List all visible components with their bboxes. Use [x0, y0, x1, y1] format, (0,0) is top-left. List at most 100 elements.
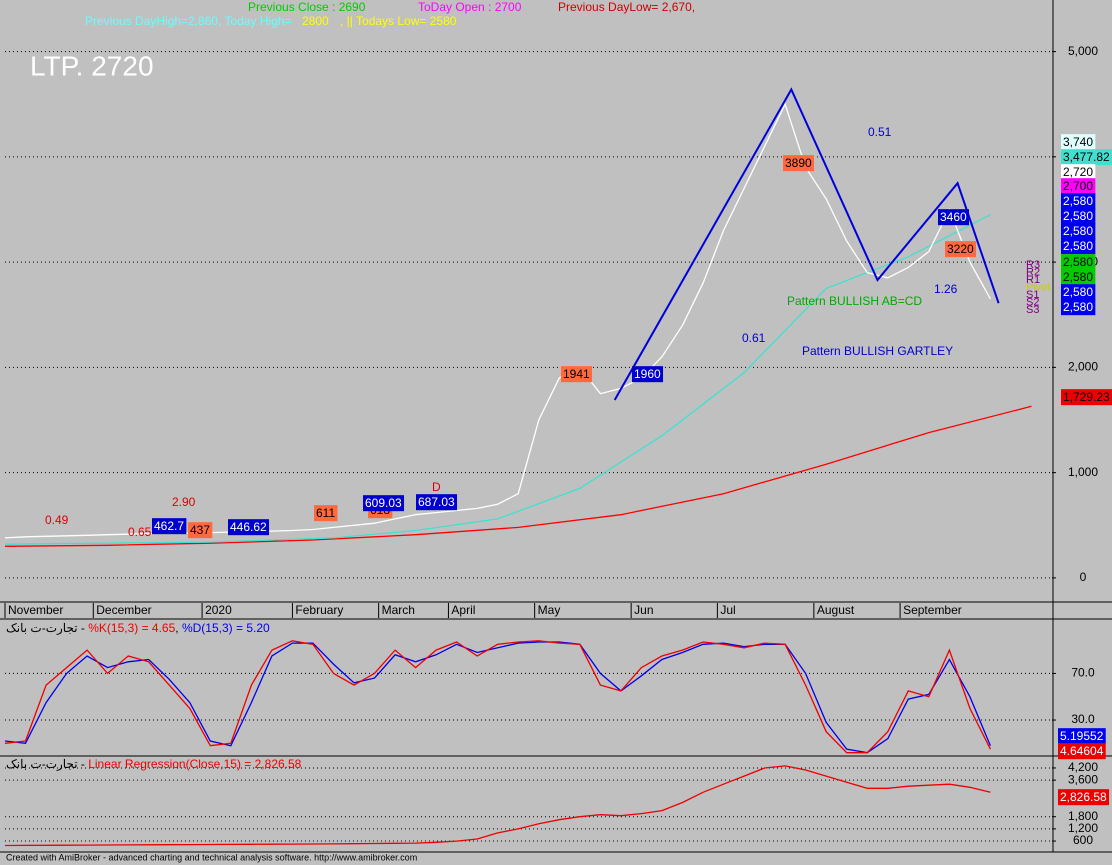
annotation: 3890: [785, 156, 812, 170]
x-tick-label: Jul: [720, 603, 735, 617]
price-label-box: [1061, 149, 1112, 166]
pivot-label: Pivot: [1026, 281, 1050, 293]
x-tick-label: December: [96, 603, 151, 617]
price-label: 2,580: [1063, 224, 1093, 238]
annotation: 437: [190, 523, 210, 537]
pane-title: تجارت-ت بانک - %K(15,3) = 4.65, %D(15,3)…: [6, 621, 270, 635]
pane-title-part: تجارت-ت بانک: [6, 621, 78, 635]
series-line: [4, 405, 1032, 547]
x-tick-label: April: [451, 603, 475, 617]
x-tick-label: May: [538, 603, 561, 617]
x-tick-label: November: [8, 603, 63, 617]
annotation: 1.26: [934, 282, 958, 296]
y-tick-label: 3,600: [1068, 772, 1098, 786]
annotation: 0.49: [45, 513, 69, 527]
price-label-box: [1061, 208, 1096, 225]
price-label-box: [1061, 284, 1096, 301]
y-tick-label: 30.0: [1071, 712, 1095, 726]
annotation-box: [363, 495, 405, 512]
y-tick-label: 0: [1080, 570, 1087, 584]
annotation-box: [314, 505, 338, 522]
price-label: 2,580: [1063, 285, 1093, 299]
annotation-box: [228, 519, 270, 536]
x-tick-label: August: [817, 603, 855, 617]
annotation: 3460: [940, 210, 967, 224]
pivot-label: S1: [1026, 289, 1039, 301]
annotation: 2.90: [172, 495, 196, 509]
x-tick-label: 2020: [205, 603, 232, 617]
series-line: [4, 765, 991, 847]
value-label: 5.19552: [1060, 729, 1104, 743]
series-line: [4, 641, 991, 754]
price-label-box: [1061, 164, 1096, 181]
ltp-label: LTP. 2720: [30, 50, 154, 81]
annotation: 3220: [947, 242, 974, 256]
pivot-label: R1: [1026, 274, 1040, 286]
value-label-box: [1058, 743, 1106, 760]
header-text: 2800: [302, 14, 329, 28]
pane-title-part: ,: [175, 621, 182, 635]
y-tick-label: 2,000: [1068, 360, 1098, 374]
footer: Created with AmiBroker - advanced charti…: [6, 852, 417, 862]
pane-title: تجارت-ت بانک - Linear Regression(Close,1…: [6, 757, 302, 771]
price-label: 3,740: [1063, 135, 1093, 149]
annotation-box: [416, 494, 458, 511]
price-label: 2,580: [1063, 300, 1093, 314]
annotation-box: [783, 155, 815, 172]
price-label-box: [1061, 134, 1096, 151]
header-text: , || Todays Low= 2580: [340, 14, 457, 28]
annotation: Pattern BULLISH GARTLEY: [802, 344, 953, 358]
annotation: 0.61: [742, 331, 766, 345]
annotation-box: [561, 366, 593, 383]
pane-title-part: تجارت-ت بانک: [6, 757, 78, 771]
series-line: [4, 640, 991, 754]
price-label: 2,580: [1063, 209, 1093, 223]
price-label-box: [1061, 223, 1096, 240]
pane-title-part: Linear Regression(Close,15) = 2,826.58: [88, 757, 301, 771]
price-label: 2,580: [1063, 239, 1093, 253]
price-label: 3,477.82: [1063, 150, 1110, 164]
annotation-box: [188, 522, 213, 539]
price-label-box: [1061, 269, 1096, 286]
price-label: 2,580: [1063, 270, 1093, 284]
y-tick-label: 5,000: [1068, 44, 1098, 58]
y-tick-label: 70.0: [1071, 666, 1095, 680]
value-label: 4.64604: [1060, 744, 1104, 758]
y-tick-label: 600: [1073, 833, 1093, 847]
annotation: 1941: [563, 367, 590, 381]
annotation: 1960: [634, 367, 661, 381]
value-label-box: [1058, 728, 1106, 745]
x-tick-label: March: [382, 603, 415, 617]
annotation-box: [938, 209, 970, 226]
value-label: 2,826.58: [1060, 790, 1107, 804]
x-tick-label: September: [903, 603, 962, 617]
annotation-box: [152, 518, 187, 535]
pivot-label: S2: [1026, 296, 1039, 308]
series-line: [613, 87, 1000, 401]
annotation: 611: [316, 506, 335, 520]
price-label: 2,720: [1063, 165, 1093, 179]
y-tick-label: 1,200: [1068, 821, 1098, 835]
pivot-label: R2: [1026, 266, 1040, 278]
header-text: Previous DayHigh=2,860, Today High=: [85, 14, 292, 28]
price-label: 2,700: [1063, 179, 1093, 193]
pane-title-part: %K(15,3) = 4.65: [88, 621, 175, 635]
price-label-box: [1061, 178, 1096, 195]
price-label-box: [1061, 193, 1096, 210]
header-text: Previous DayLow= 2,670,: [558, 0, 695, 14]
annotation: D: [432, 480, 441, 494]
price-label-box: [1061, 238, 1096, 255]
y-tick-label: 1,000: [1068, 465, 1098, 479]
pane-title-part: -: [78, 757, 89, 771]
price-label-box: [1061, 254, 1096, 271]
annotation: Pattern BULLISH AB=CD: [787, 294, 922, 308]
annotation: 609.03: [365, 496, 402, 510]
annotation: 446.62: [230, 520, 267, 534]
annotation: 0.51: [868, 125, 892, 139]
header-text: Previous Close : 2690: [248, 0, 366, 14]
y-tick-label: 1,800: [1068, 809, 1098, 823]
price-label: 1,729.23: [1063, 390, 1110, 404]
annotation-box: [945, 241, 977, 258]
